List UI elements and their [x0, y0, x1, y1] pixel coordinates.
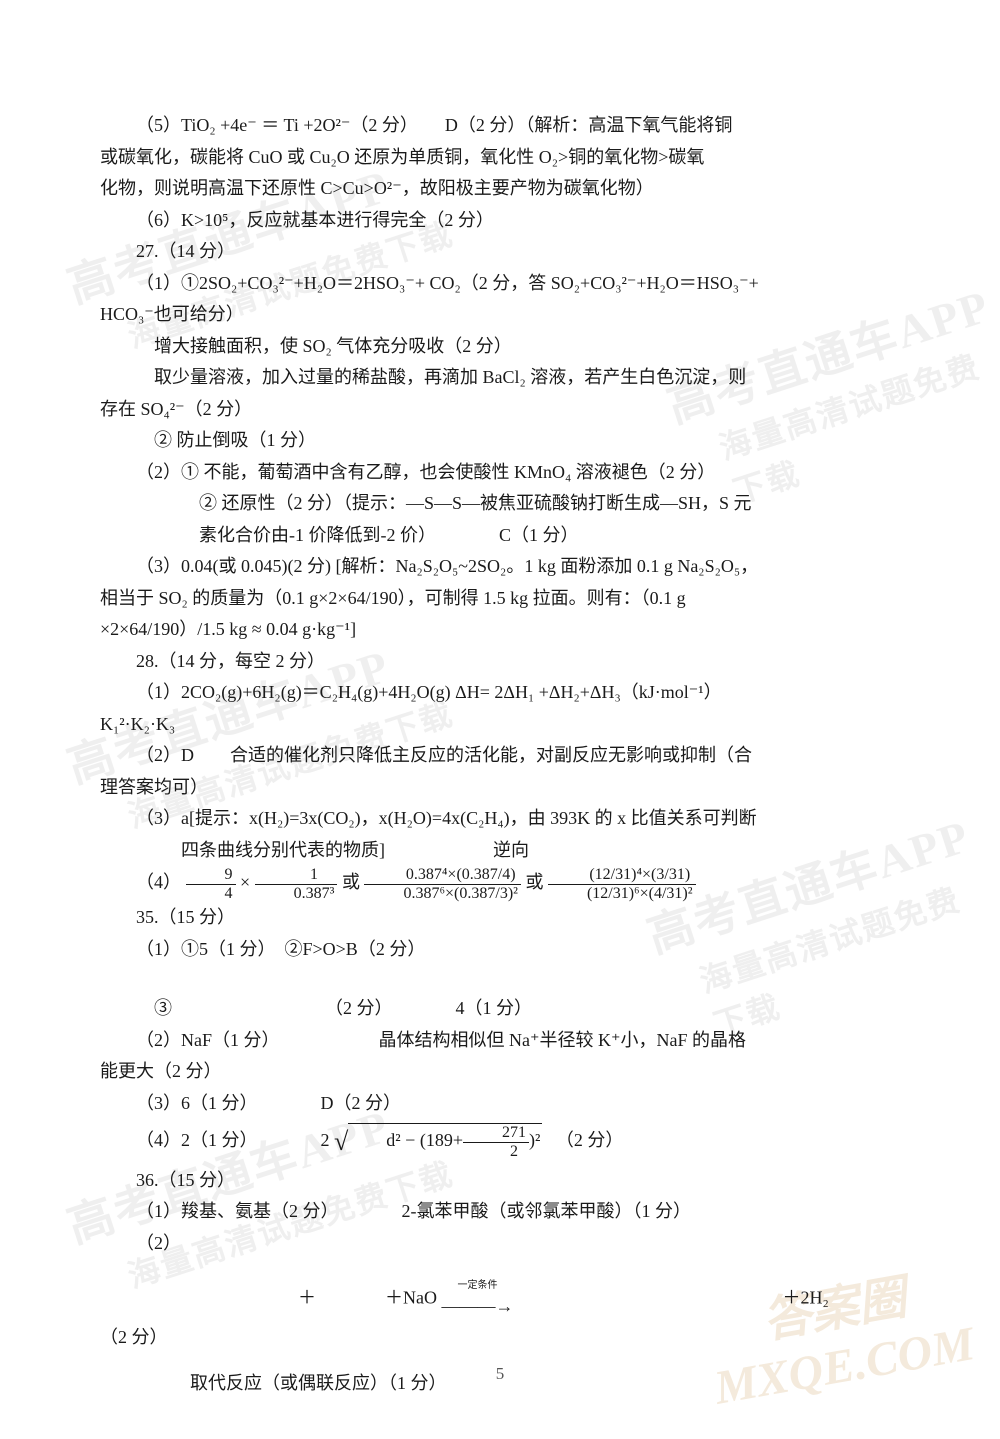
text-line: （2）D 合适的催化剂只降低主反应的活化能，对副反应无影响或抑制（合 — [100, 740, 900, 772]
fraction: (12/31)⁴×(3/31) (12/31)⁶×(4/31)² — [548, 866, 696, 902]
fraction: 1 0.387³ — [255, 866, 338, 902]
fraction-den: 4 — [186, 885, 236, 903]
text-line: 35.（15 分） — [100, 902, 900, 934]
text-line: （4）2（1 分） 2 √ d² − (189+ 271 2 )² （2 分） — [100, 1119, 900, 1165]
text-fragment: )² — [529, 1130, 540, 1150]
text-line: 理答案均可） — [100, 772, 900, 804]
text-line: 或碳氧化，碳能将 CuO 或 Cu₂O 还原为单质铜，氧化性 O₂>铜的氧化物>… — [100, 142, 900, 174]
text-line: （6）K>10⁵，反应就基本进行得完全（2 分） — [100, 205, 900, 237]
fraction: 0.387⁴×(0.387/4) 0.387⁶×(0.387/3)² — [364, 866, 521, 902]
text-line: 素化合价由-1 价降低到-2 价） C（1 分） — [100, 520, 900, 552]
text-fragment: （4） — [136, 872, 181, 892]
text-fragment: d² − (189+ — [386, 1130, 463, 1150]
text-line: 取少量溶液，加入过量的稀盐酸，再滴加 BaCl₂ 溶液，若产生白色沉淀，则 — [100, 362, 900, 394]
text-line: 存在 SO₄²⁻（2 分） — [100, 394, 900, 426]
radical-icon: √ — [334, 1127, 348, 1156]
text-line: （2）① 不能，葡萄酒中含有乙醇，也会使酸性 KMnO₄ 溶液褪色（2 分） — [100, 457, 900, 489]
text-line: 相当于 SO₂ 的质量为（0.1 g×2×64/190），可制得 1.5 kg … — [100, 583, 900, 615]
text-line: HCO₃⁻也可给分） — [100, 299, 900, 331]
reaction-line: ＋ ＋NaO 一定条件 ———→ ＋2H₂ — [100, 1277, 900, 1322]
text-fragment: ＋ — [298, 1288, 316, 1308]
fraction-num: 9 — [186, 866, 236, 885]
text-line: 28.（14 分，每空 2 分） — [100, 646, 900, 678]
fraction-den: 2 — [463, 1143, 529, 1161]
fraction-den: 0.387⁶×(0.387/3)² — [364, 885, 521, 903]
fraction: 271 2 — [463, 1124, 529, 1160]
text-line: （2 分） — [100, 1322, 900, 1354]
text-fragment: ＋NaO — [385, 1288, 437, 1308]
text-fragment: × — [240, 872, 250, 892]
text-line: 36.（15 分） — [100, 1165, 900, 1197]
text-line: （2）NaF（1 分） 晶体结构相似但 Na⁺半径较 K⁺小，NaF 的晶格 — [100, 1025, 900, 1057]
fraction: 9 4 — [186, 866, 236, 902]
arrow-icon: ———→ — [442, 1291, 514, 1323]
fraction-num: 271 — [463, 1124, 529, 1143]
text-line: （5）TiO₂ +4e⁻ ＝ Ti +2O²⁻（2 分） D（2 分）（解析：高… — [100, 110, 900, 142]
fraction-num: 1 — [255, 866, 338, 885]
text-line: （1）①5（1 分） ②F>O>B（2 分） — [100, 934, 900, 966]
text-line: ×2×64/190）/1.5 kg ≈ 0.04 g·kg⁻¹] — [100, 614, 900, 646]
text-line: ③ （2 分） 4（1 分） — [100, 993, 900, 1025]
text-fragment: ＋2H₂ — [783, 1288, 829, 1308]
text-line: 四条曲线分别代表的物质] 逆向 — [100, 835, 900, 867]
fraction-num: 0.387⁴×(0.387/4) — [364, 866, 521, 885]
text-fragment: 或 — [342, 872, 360, 892]
text-line: （2） — [100, 1228, 900, 1260]
text-line: ② 还原性（2 分）（提示：—S—S—被焦亚硫酸钠打断生成—SH，S 元 — [100, 488, 900, 520]
fraction-den: (12/31)⁶×(4/31)² — [548, 885, 696, 903]
text-line: （3）6（1 分） D（2 分） — [100, 1088, 900, 1120]
text-line: 27.（14 分） — [100, 236, 900, 268]
text-line: （3）a[提示：x(H₂)=3x(CO₂)，x(H₂O)=4x(C₂H₄)，由 … — [100, 803, 900, 835]
radical-body: d² − (189+ 271 2 )² — [348, 1123, 542, 1160]
text-line: ② 防止倒吸（1 分） — [100, 425, 900, 457]
text-line: （4） 9 4 × 1 0.387³ 或 0.387⁴×(0.387/4) 0.… — [100, 866, 900, 902]
text-line: 增大接触面积，使 SO₂ 气体充分吸收（2 分） — [100, 331, 900, 363]
text-line: （1）2CO₂(g)+6H₂(g)＝C₂H₄(g)+4H₂O(g) ΔH= 2Δ… — [100, 677, 900, 709]
text-line: （1）羧基、氨基（2 分） 2-氯苯甲酸（或邻氯苯甲酸）（1 分） — [100, 1196, 900, 1228]
text-line: 化物，则说明高温下还原性 C>Cu>O²⁻，故阳极主要产物为碳氧化物） — [100, 173, 900, 205]
fraction-den: 0.387³ — [255, 885, 338, 903]
text-fragment: （4）2（1 分） 2 — [136, 1130, 330, 1150]
text-line: （1）①2SO₂+CO₃²⁻+H₂O＝2HSO₃⁻+ CO₂（2 分，答 SO₂… — [100, 268, 900, 300]
text-fragment: （2 分） — [547, 1130, 624, 1150]
page-content: （5）TiO₂ +4e⁻ ＝ Ti +2O²⁻（2 分） D（2 分）（解析：高… — [0, 0, 1000, 1439]
text-fragment: 或 — [525, 872, 543, 892]
text-line: 能更大（2 分） — [100, 1056, 900, 1088]
fraction-num: (12/31)⁴×(3/31) — [548, 866, 696, 885]
page-number: 5 — [0, 1364, 1000, 1384]
text-line: （3）0.04(或 0.045)(2 分) [解析：Na₂S₂O₅~2SO₂。1… — [100, 551, 900, 583]
reaction-arrow: 一定条件 ———→ — [442, 1277, 514, 1322]
text-line: K₁²·K₂·K₃ — [100, 709, 900, 741]
